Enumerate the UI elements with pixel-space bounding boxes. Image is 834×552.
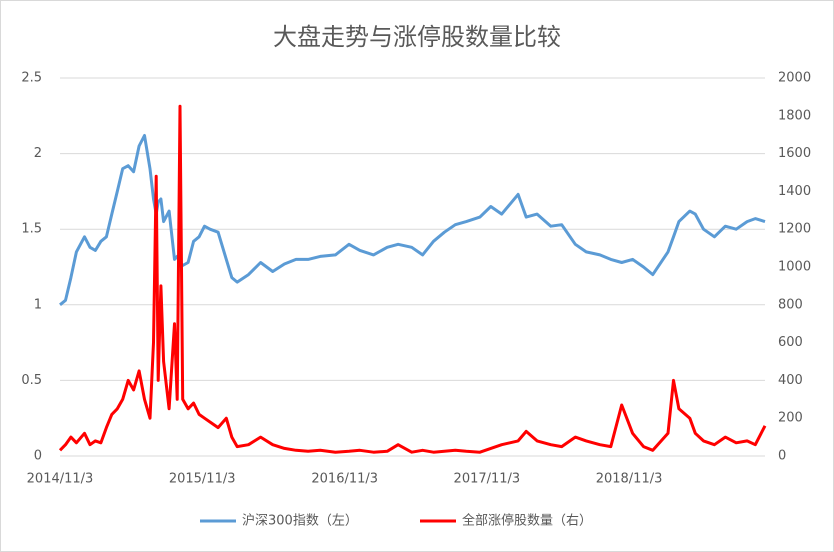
y2-tick-label: 1200 [778,222,811,237]
y-tick-label: 1.5 [21,222,42,237]
series-line [58,104,767,454]
y2-tick-label: 1800 [778,108,811,123]
x-tick-label: 2017/11/3 [454,472,521,487]
y2-tick-label: 200 [778,411,803,426]
y-tick-label: 2.5 [21,71,42,86]
y-tick-label: 1 [34,297,42,312]
y-tick-label: 0 [34,449,42,464]
x-tick-label: 2015/11/3 [169,472,236,487]
y-tick-label: 0.5 [21,373,42,388]
x-tick-label: 2014/11/3 [27,472,94,487]
y2-tick-label: 1000 [778,260,811,275]
y2-tick-label: 1600 [778,146,811,161]
y2-tick-label: 800 [778,297,803,312]
legend-label: 沪深300指数（左） [242,513,358,529]
y2-tick-label: 600 [778,335,803,350]
y2-tick-label: 400 [778,373,803,388]
y-tick-label: 2 [34,146,42,161]
y2-tick-label: 0 [778,449,786,464]
y2-tick-label: 1400 [778,184,811,199]
legend-label: 全部涨停股数量（右） [462,513,592,529]
chart-title: 大盘走势与涨停股数量比较 [273,23,561,51]
series-line [59,134,766,306]
x-tick-label: 2016/11/3 [311,472,378,487]
x-tick-label: 2018/11/3 [596,472,663,487]
y2-tick-label: 2000 [778,71,811,86]
